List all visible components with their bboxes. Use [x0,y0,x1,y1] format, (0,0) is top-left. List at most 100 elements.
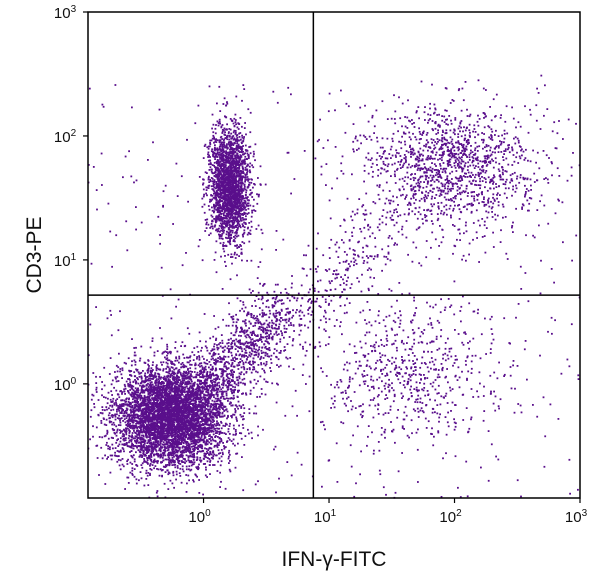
event-dot [148,388,151,391]
event-dot [182,401,184,404]
event-dot [186,394,189,396]
event-dot [248,408,251,410]
event-dot [135,401,138,404]
event-dot [155,404,158,407]
event-dot [240,415,243,418]
event-dot [195,415,198,418]
event-dot [194,422,196,425]
event-dot [190,425,193,428]
event-dot [90,398,93,401]
event-dot [207,427,209,429]
event-dot [161,461,163,464]
event-dot [224,425,226,427]
event-dot [210,415,212,418]
event-dot [135,445,138,448]
event-dot [199,456,202,459]
event-dot [174,385,177,388]
event-dot [189,420,192,423]
event-dot [118,464,121,467]
event-dot [166,386,169,389]
event-dot [148,377,151,380]
event-dot [160,469,163,472]
event-dot [192,450,195,452]
event-dot [173,413,176,416]
event-dot [178,355,181,358]
event-dot [203,454,206,457]
event-dot [213,389,215,392]
event-dot [217,397,220,400]
event-dot [208,431,211,434]
event-dot [144,447,146,449]
event-dot [127,482,130,484]
event-dot [144,372,147,375]
event-dot [149,431,152,434]
event-dot [181,468,184,471]
event-dot [161,380,164,383]
event-dot [155,414,157,417]
event-dot [193,429,196,432]
event-dot [213,444,216,447]
event-dot [150,384,152,387]
event-dot [179,372,182,374]
event-dot [148,365,150,367]
event-dot [182,445,184,448]
event-dot [184,412,186,414]
event-dot [153,460,155,462]
event-dot [218,444,220,446]
event-dot [184,407,187,410]
event-dot [215,393,218,396]
event-dot [111,428,114,430]
event-dot [145,380,147,383]
event-dot [204,383,206,386]
event-dot [220,440,223,443]
event-dot [151,403,154,406]
event-dot [157,421,160,424]
event-dot [145,454,147,457]
event-dot [153,422,155,424]
event-dot [127,413,129,416]
event-dot [233,389,235,392]
event-dot [165,447,168,449]
event-dot [244,435,247,437]
event-dot [131,467,134,470]
event-dot [195,443,198,445]
event-dot [164,445,166,448]
event-dot [140,449,143,451]
event-dot [202,438,205,441]
event-dot [150,369,152,372]
event-dot [186,401,189,404]
event-dot [214,439,216,442]
event-dot [146,474,149,477]
event-dot [130,440,133,443]
event-dot [144,376,147,379]
event-dot [127,390,130,393]
event-dot [134,392,137,394]
event-dot [111,379,114,382]
event-dot [190,403,192,405]
event-dot [173,418,175,421]
event-dot [175,454,178,456]
event-dot [160,405,163,408]
event-dot [168,428,170,430]
event-dot [157,437,160,439]
event-dot [193,436,196,438]
event-dot [131,406,134,409]
event-dot [184,440,187,443]
event-dot [146,402,148,405]
event-dot [138,408,141,411]
event-dot [171,425,173,428]
event-dot [137,437,139,440]
event-dot [165,393,168,395]
event-dot [182,402,184,405]
event-dot [133,394,136,396]
event-dot [169,383,172,386]
event-dot [183,417,185,420]
event-dot [150,456,153,458]
event-dot [185,415,188,418]
event-dot [225,433,227,435]
event-dot [158,454,161,457]
event-dot [175,419,178,422]
event-dot [148,374,151,377]
event-dot [157,404,160,407]
event-dot [158,435,160,438]
